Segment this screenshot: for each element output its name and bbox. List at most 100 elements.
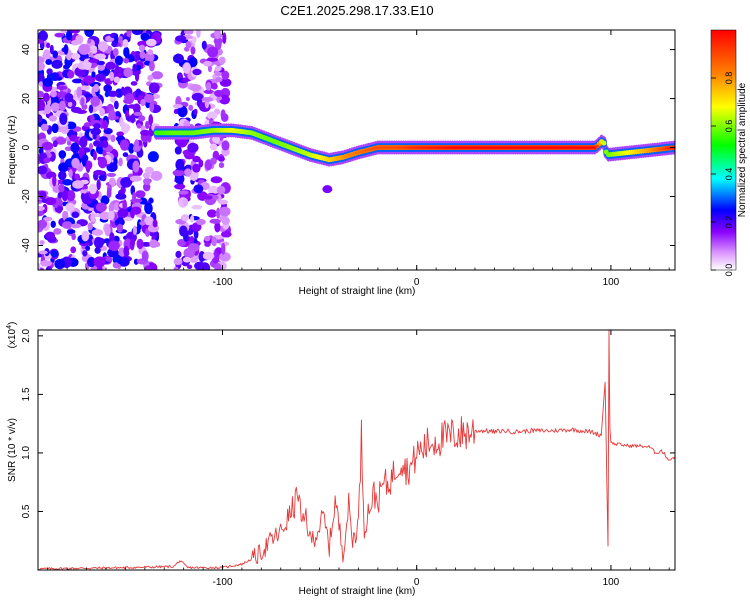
noise-blob <box>142 182 151 192</box>
noise-blob <box>41 141 54 151</box>
snr-x-axis-label: Height of straight line (km) <box>299 586 416 597</box>
noise-blob <box>206 57 219 62</box>
noise-blob <box>102 119 109 130</box>
noise-blob <box>72 180 84 189</box>
noise-blob <box>191 92 204 101</box>
noise-blob <box>174 183 186 190</box>
noise-blob <box>90 96 101 107</box>
snr-y-axis-label: SNR (10 * v/v) <box>7 418 18 482</box>
noise-blob <box>113 157 118 166</box>
noise-blob <box>40 123 49 132</box>
noise-blob <box>198 159 204 168</box>
noise-blob <box>119 139 130 151</box>
noise-blob <box>63 44 69 55</box>
noise-blob <box>79 85 91 91</box>
noise-blob <box>80 192 86 201</box>
noise-blob <box>190 215 195 223</box>
noise-blob <box>134 70 140 82</box>
noise-blob <box>120 121 126 127</box>
noise-blob <box>113 76 120 83</box>
noise-blob <box>68 169 73 178</box>
noise-blob <box>132 160 140 173</box>
noise-blob <box>214 39 222 50</box>
noise-blob <box>140 129 151 136</box>
noise-blob <box>185 41 192 49</box>
y-tick-label: 0 <box>21 144 32 150</box>
noise-blob <box>70 223 82 229</box>
noise-blob <box>51 59 63 69</box>
noise-blob <box>88 142 94 151</box>
noise-blob <box>116 131 124 137</box>
noise-blob <box>38 56 45 64</box>
noise-blob <box>82 250 88 257</box>
noise-blob <box>81 230 90 242</box>
noise-blob <box>216 207 221 219</box>
noise-blob <box>203 195 213 200</box>
noise-blob <box>172 103 183 109</box>
noise-blob <box>147 74 154 81</box>
noise-blob <box>128 143 135 154</box>
noise-blob <box>67 70 75 79</box>
noise-blob <box>122 39 129 48</box>
noise-blob <box>103 84 113 93</box>
noise-blob <box>107 210 115 221</box>
noise-blob <box>149 239 159 249</box>
noise-blob <box>42 77 54 88</box>
noise-blob <box>214 262 222 270</box>
noise-blob <box>38 99 45 111</box>
noise-blob <box>38 39 44 44</box>
noise-blob <box>115 64 120 76</box>
noise-blob <box>147 151 159 163</box>
noise-blob <box>175 158 185 171</box>
noise-blob <box>58 150 67 159</box>
noise-blob <box>144 166 154 175</box>
spectral-blob <box>322 185 333 194</box>
y-tick-label: -20 <box>21 189 32 204</box>
noise-blob <box>80 97 85 107</box>
noise-blob <box>139 221 146 226</box>
y-tick-label: 1.0 <box>21 446 32 460</box>
noise-blob <box>139 50 146 59</box>
noise-blob <box>192 155 201 163</box>
spectrogram-x-ticks: -100 0 100 <box>47 30 670 288</box>
noise-blob <box>211 82 218 90</box>
noise-blob <box>135 190 146 199</box>
noise-blob <box>38 165 48 175</box>
noise-blob <box>187 243 200 252</box>
noise-blob <box>120 186 126 194</box>
noise-blob <box>196 30 201 38</box>
noise-blob <box>181 214 189 222</box>
noise-blob <box>214 135 220 144</box>
noise-blob <box>46 68 53 75</box>
noise-blob <box>45 266 52 270</box>
noise-blob <box>40 260 52 267</box>
noise-blob <box>177 105 188 118</box>
noise-blob <box>104 91 110 98</box>
noise-blob <box>214 89 223 97</box>
noise-blob <box>105 256 113 262</box>
noise-blob <box>218 162 225 169</box>
noise-blob <box>71 78 83 84</box>
noise-blob <box>90 127 102 136</box>
noise-blob <box>173 108 179 115</box>
noise-blob <box>50 220 56 228</box>
noise-blob <box>175 250 182 259</box>
noise-blob <box>38 250 48 255</box>
spectrogram-heatmap <box>38 30 675 270</box>
noise-blob <box>136 123 142 129</box>
y-tick-label: 0.5 <box>21 504 32 518</box>
noise-blob <box>43 216 53 222</box>
spectrogram-y-ticks: -40 -20 0 20 40 <box>21 44 675 253</box>
noise-blob <box>173 266 179 270</box>
noise-blob <box>125 115 135 122</box>
noise-blob <box>83 75 96 84</box>
noise-blob <box>49 44 54 55</box>
spectrogram-x-axis-label: Height of straight line (km) <box>299 286 416 297</box>
noise-blob <box>93 169 105 176</box>
noise-blob <box>184 168 192 177</box>
noise-blob <box>130 198 143 203</box>
noise-blob <box>145 38 157 47</box>
noise-blob <box>211 236 217 247</box>
noise-blob <box>218 199 228 205</box>
